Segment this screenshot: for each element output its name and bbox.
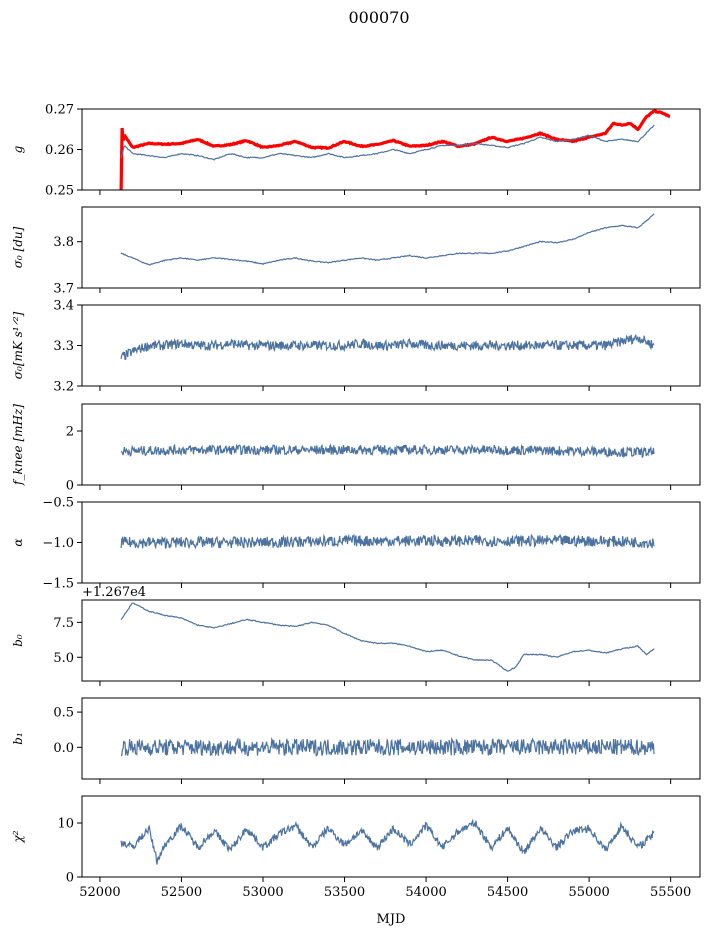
- x-tick-label: 55500: [650, 885, 691, 900]
- x-tick-label: 53500: [324, 885, 365, 900]
- series-line-1: [120, 443, 655, 459]
- y-axis-label: b₀: [11, 634, 25, 647]
- y-axis-label: g: [11, 145, 25, 153]
- y-axis-label: b₁: [11, 732, 25, 745]
- y-tick-label: 0.25: [45, 184, 74, 199]
- x-tick-label: 54500: [487, 885, 528, 900]
- axes-frame: [81, 697, 701, 780]
- axes-frame: [81, 599, 701, 682]
- y-tick-label: 0: [66, 871, 74, 886]
- series-line-1: [120, 213, 655, 266]
- series-line-1: [119, 109, 671, 190]
- y-axis-label: σ₀[mK s¹ᐟ²]: [11, 311, 25, 379]
- x-tick-label: 52500: [161, 885, 202, 900]
- y-tick-label: 0.26: [45, 143, 74, 158]
- y-tick-label: 0.0: [53, 741, 74, 756]
- panels: 0.25 0.26 0.27 g 3.7 3.8 σ₀ [du] 3.2 3.3 3.4 σ₀[mK…: [11, 103, 701, 900]
- panel-4: 0 2 f_knee [mHz]: [11, 403, 701, 494]
- axes-frame: [81, 403, 701, 486]
- y-tick-label: 3.2: [53, 380, 74, 395]
- y-tick-label: 0.27: [45, 103, 74, 118]
- panel-3: 3.2 3.3 3.4 σ₀[mK s¹ᐟ²]: [11, 299, 701, 395]
- y-tick-label: 7.5: [53, 616, 74, 631]
- panel-7: 0.0 0.5 b₁: [11, 697, 701, 784]
- y-tick-label: 0: [66, 479, 74, 494]
- panel-5: −1.5 −1.0 −0.5 α: [11, 496, 701, 592]
- y-tick-label: 3.7: [53, 282, 74, 297]
- y-axis-label: σ₀ [du]: [11, 226, 25, 268]
- y-tick-label: 5.0: [53, 651, 74, 666]
- y-tick-label: 3.3: [53, 339, 74, 354]
- y-tick-label: −1.5: [42, 577, 74, 592]
- y-axis-label: α: [11, 538, 25, 546]
- y-axis-label: f_knee [mHz]: [11, 404, 25, 486]
- panel-8: 0 10 52000 52500 53000 53500 54000 54500 55000 55…: [11, 795, 701, 900]
- y-axis-label: χ²: [11, 830, 25, 843]
- series-line-1: [120, 602, 655, 672]
- series-line-1: [120, 533, 655, 550]
- x-tick-label: 53000: [242, 885, 283, 900]
- series-line-2: [120, 124, 655, 161]
- x-tick-label: 52000: [79, 885, 120, 900]
- y-tick-label: 3.4: [53, 299, 74, 314]
- y-tick-label: 2: [66, 425, 74, 440]
- y-tick-label: −1.0: [42, 536, 74, 551]
- panel-1: 0.25 0.26 0.27 g: [11, 103, 701, 199]
- panel-6: 5.0 7.5 b₀ +1.267e4: [11, 585, 701, 686]
- figure-title: 000070: [348, 8, 409, 27]
- panel-2: 3.7 3.8 σ₀ [du]: [11, 206, 701, 297]
- y-tick-label: 10: [57, 817, 74, 832]
- axes-frame: [81, 795, 701, 878]
- series-line-1: [120, 334, 655, 360]
- series-line-1: [121, 736, 655, 757]
- x-axis-label: MJD: [377, 912, 406, 927]
- series-line-1: [120, 818, 655, 865]
- x-tick-label: 54000: [405, 885, 446, 900]
- y-tick-label: −0.5: [42, 496, 74, 511]
- y-tick-label: 0.5: [53, 706, 74, 721]
- axes-frame: [81, 206, 701, 289]
- y-tick-label: 3.8: [53, 235, 74, 250]
- x-tick-label: 55000: [568, 885, 609, 900]
- offset-label: +1.267e4: [82, 585, 146, 600]
